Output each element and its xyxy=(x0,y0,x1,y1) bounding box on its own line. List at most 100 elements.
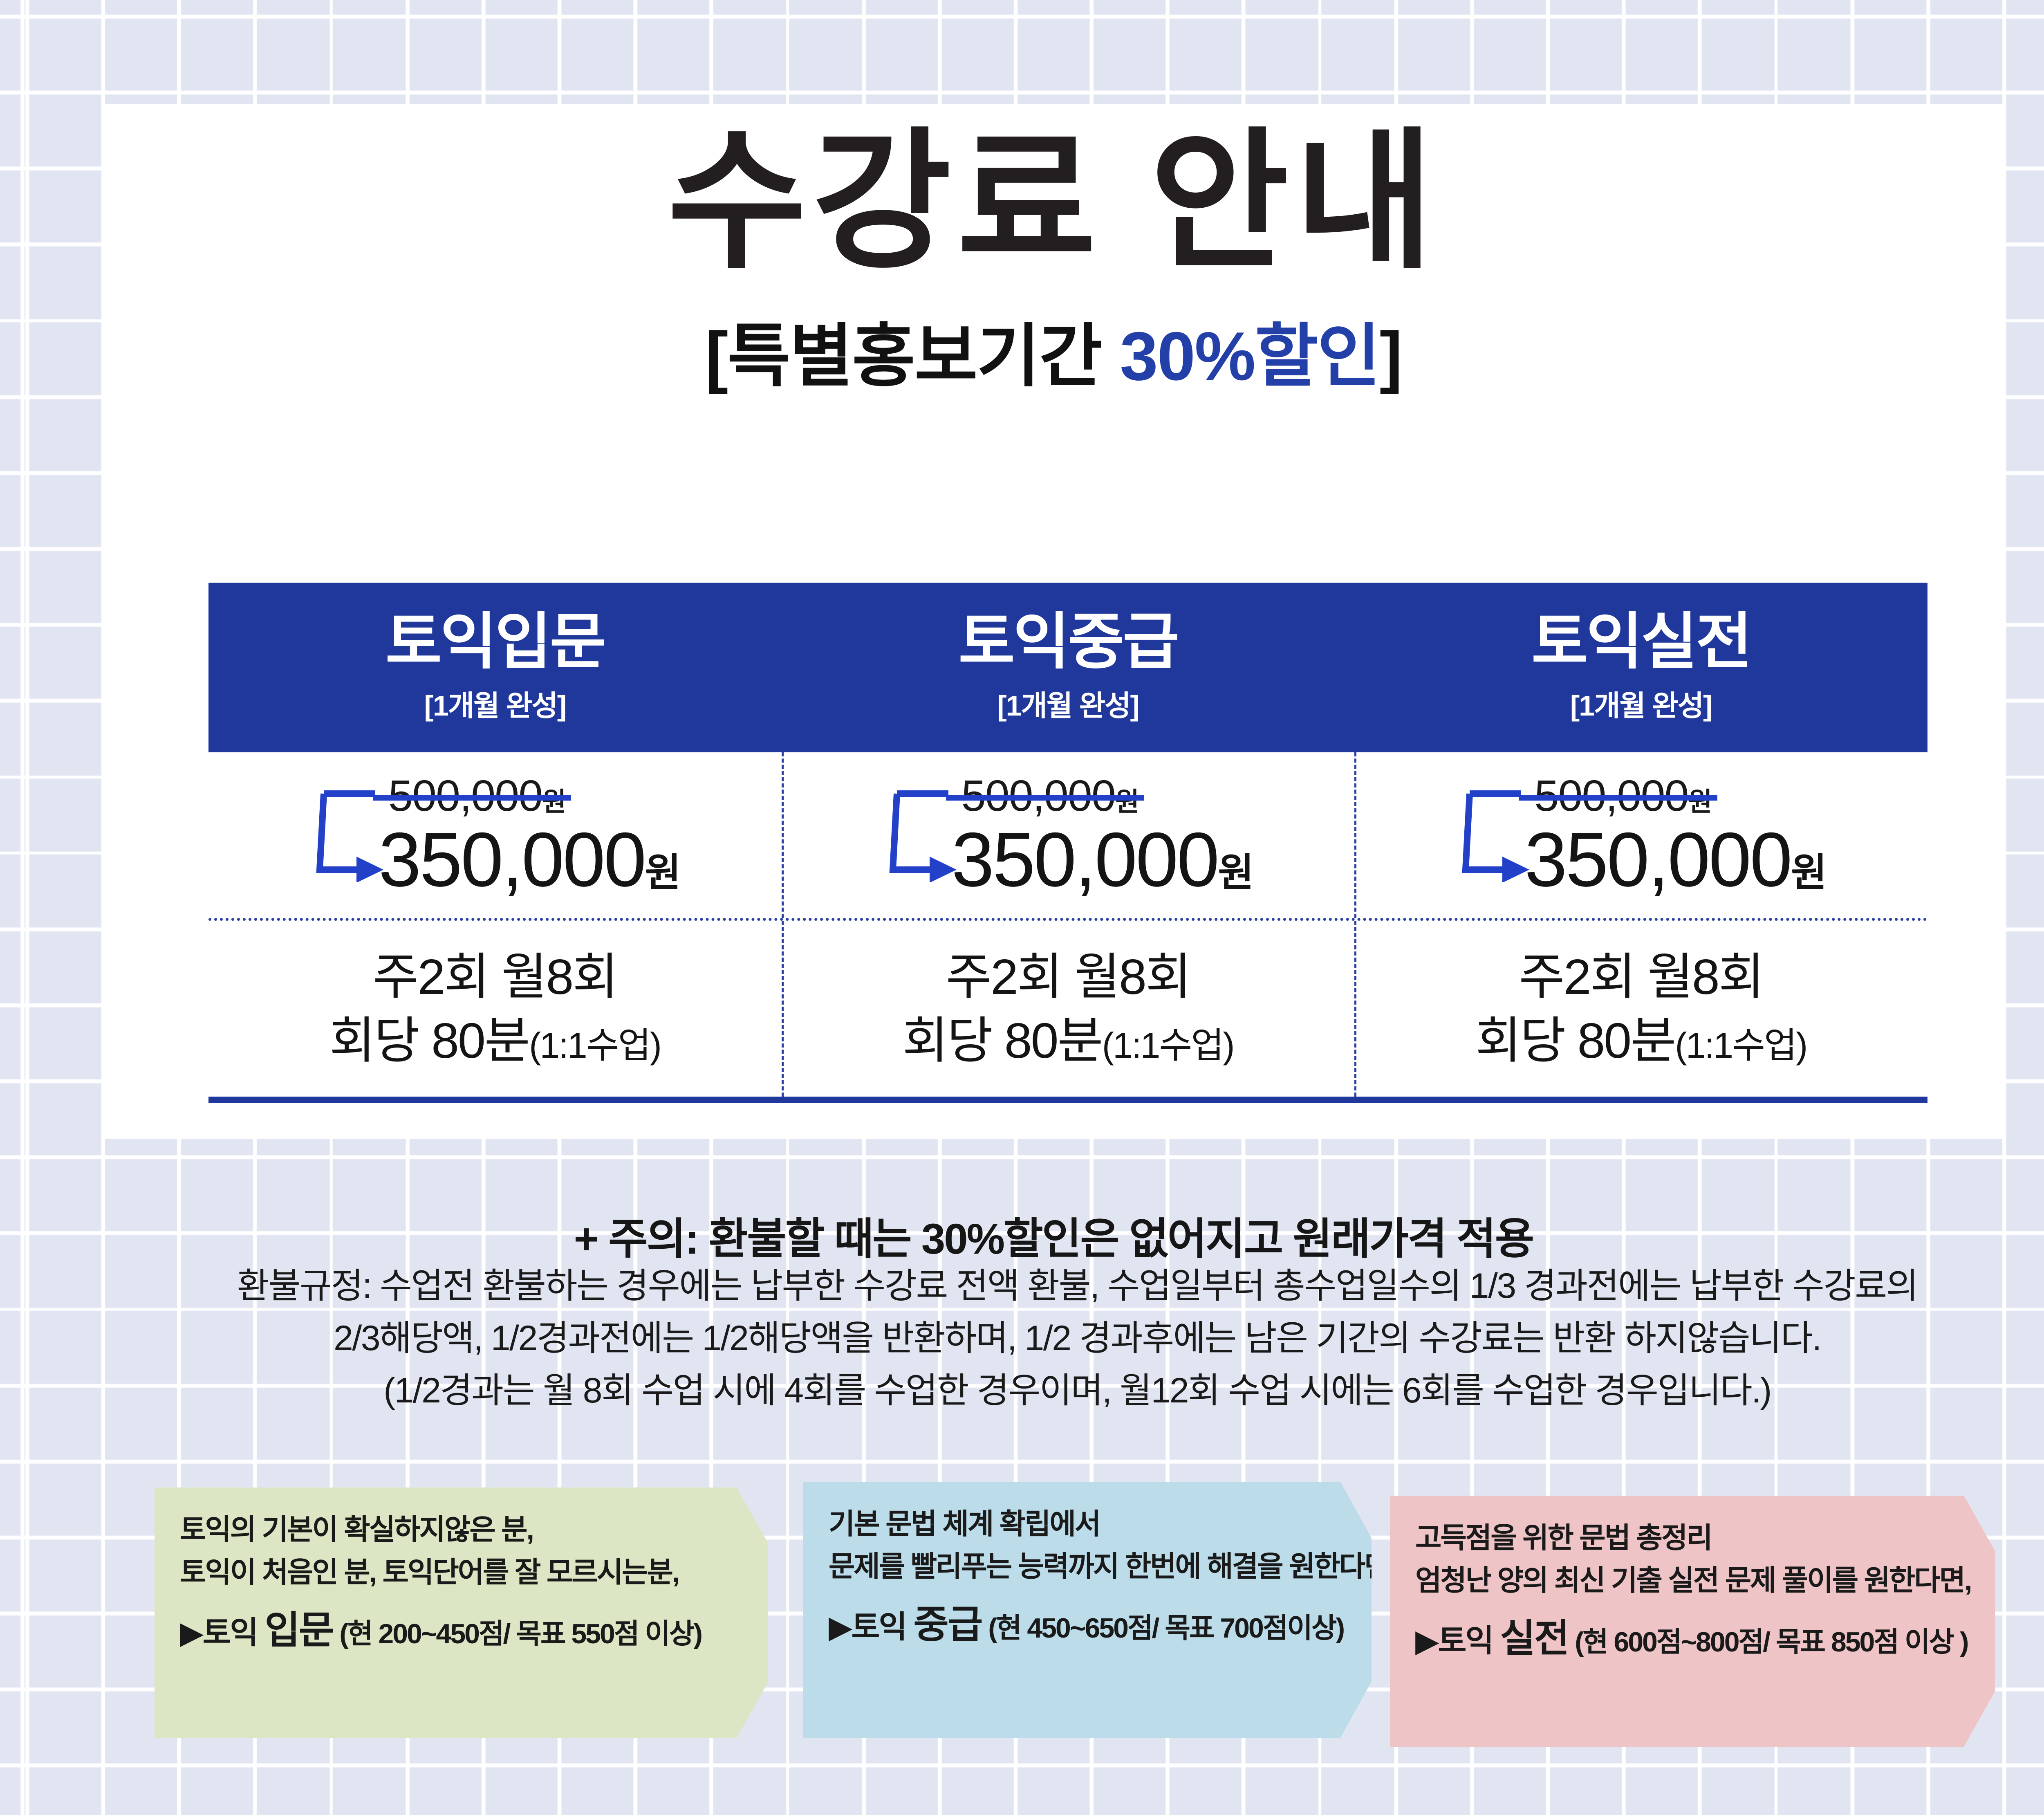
original-price: 500,000원 xyxy=(1519,770,1717,820)
schedule-cell-beginner: 주2회 월8회 회당 80분(1:1수업) xyxy=(208,921,782,1097)
schedule-cell-intermediate: 주2회 월8회 회당 80분(1:1수업) xyxy=(782,921,1355,1097)
level-desc-line2: 토익이 처음인 분, 토익단어를 잘 모르시는분, xyxy=(180,1556,679,1588)
original-price-unit: 원 xyxy=(1688,787,1712,817)
bullet-arrow-icon: ▶ xyxy=(180,1615,203,1651)
bullet-arrow-icon: ▶ xyxy=(829,1610,852,1645)
price-cell-intermediate: 500,000원 350,000원 xyxy=(782,752,1355,918)
schedule-duration: 회당 80분(1:1수업) xyxy=(902,1009,1235,1072)
discounted-price-unit: 원 xyxy=(1218,851,1254,895)
course-header-advanced[interactable]: 토익실전 [1개월 완성] xyxy=(1354,583,1927,752)
original-price-value: 500,000 xyxy=(961,770,1116,820)
course-name: 토익중급 xyxy=(958,607,1179,676)
price-cell-advanced: 500,000원 350,000원 xyxy=(1354,752,1927,918)
course-duration: [1개월 완성] xyxy=(997,690,1140,722)
course-prefix: 토익 xyxy=(202,1615,265,1651)
schedule-row: 주2회 월8회 회당 80분(1:1수업) 주2회 월8회 회당 80분(1:1… xyxy=(208,921,1927,1097)
level-desc-line1: 기본 문법 체계 확립에서 xyxy=(829,1508,1100,1540)
schedule-note: (1:1수업) xyxy=(1675,1025,1808,1066)
course-level: 입문 xyxy=(264,1609,333,1652)
subtitle-prefix: [특별홍보기간 xyxy=(705,317,1120,395)
course-score-range: (현 450~650점/ 목표 700점이상) xyxy=(982,1613,1344,1644)
schedule-cell-advanced: 주2회 월8회 회당 80분(1:1수업) xyxy=(1354,921,1927,1097)
schedule-duration: 회당 80분(1:1수업) xyxy=(1475,1009,1808,1072)
schedule-note: (1:1수업) xyxy=(529,1025,662,1066)
level-course-line: ▶토익 중급 (현 450~650점/ 목표 700점이상) xyxy=(829,1596,1339,1653)
discounted-price-value: 350,000 xyxy=(1524,817,1793,903)
course-name: 토익실전 xyxy=(1531,607,1752,676)
column-divider-1 xyxy=(781,921,784,1097)
original-price-value: 500,000 xyxy=(388,770,543,820)
level-box-beginner[interactable]: 토익의 기본이 확실하지않은 분, 토익이 처음인 분, 토익단어를 잘 모르시… xyxy=(155,1487,768,1738)
refund-policy-block: 환불규정: 수업전 환불하는 경우에는 납부한 수강료 전액 환불, 수업일부터… xyxy=(229,1263,1925,1420)
discounted-price-unit: 원 xyxy=(1791,851,1827,895)
original-price: 500,000원 xyxy=(946,770,1144,820)
column-divider-2 xyxy=(1354,752,1357,918)
course-score-range: (현 600점~800점/ 목표 850점 이상 ) xyxy=(1568,1627,1968,1658)
course-level: 실전 xyxy=(1500,1617,1569,1660)
pricing-table: 토익입문 [1개월 완성] 토익중급 [1개월 완성] 토익실전 [1개월 완성… xyxy=(208,583,1927,1103)
level-box-intermediate[interactable]: 기본 문법 체계 확립에서 문제를 빨리푸는 능력까지 한번에 해결을 원한다면… xyxy=(803,1482,1372,1738)
column-divider-1 xyxy=(781,752,784,918)
discounted-price: 350,000원 xyxy=(379,821,681,898)
level-desc-line2: 엄청난 양의 최신 기출 실전 문제 풀이를 원한다면, xyxy=(1415,1564,1971,1596)
table-header-row: 토익입문 [1개월 완성] 토익중급 [1개월 완성] 토익실전 [1개월 완성… xyxy=(208,583,1927,752)
bullet-arrow-icon: ▶ xyxy=(1415,1624,1438,1659)
refund-policy-line: 2/3해당액, 1/2경과전에는 1/2해당액을 반환하며, 1/2 경과후에는… xyxy=(334,1318,1822,1358)
refund-policy-line: 환불규정: 수업전 환불하는 경우에는 납부한 수강료 전액 환불, 수업일부터… xyxy=(237,1266,1918,1306)
course-score-range: (현 200~450점/ 목표 550점 이상) xyxy=(333,1618,702,1650)
course-header-beginner[interactable]: 토익입문 [1개월 완성] xyxy=(208,583,782,752)
discounted-price: 350,000원 xyxy=(952,821,1254,898)
price-cell-beginner: 500,000원 350,000원 xyxy=(208,752,782,918)
subtitle-suffix: ] xyxy=(1379,317,1403,395)
original-price-value: 500,000 xyxy=(1534,770,1689,820)
page-title: 수강료 안내 xyxy=(667,117,1440,286)
promo-subtitle: [특별홍보기간 30%할인] xyxy=(103,301,2004,400)
refund-notice: + 주의: 환불할 때는 30%할인은 없어지고 원래가격 적용 xyxy=(574,1215,1535,1263)
original-price: 500,000원 xyxy=(372,770,572,820)
course-duration: [1개월 완성] xyxy=(1570,690,1713,722)
course-header-intermediate[interactable]: 토익중급 [1개월 완성] xyxy=(782,583,1355,752)
schedule-duration-text: 회당 80분 xyxy=(902,1013,1103,1068)
original-price-unit: 원 xyxy=(542,787,566,817)
strikethrough-line xyxy=(372,795,572,801)
refund-policy-line: (1/2경과는 월 8회 수업 시에 4회를 수업한 경우이며, 월12회 수업… xyxy=(383,1371,1772,1410)
discounted-price-unit: 원 xyxy=(645,851,681,895)
discount-arrow-icon xyxy=(1462,790,1530,882)
column-divider-2 xyxy=(1354,921,1357,1097)
schedule-frequency: 주2회 월8회 xyxy=(1519,949,1764,1005)
discounted-price: 350,000원 xyxy=(1524,821,1827,898)
level-course-line: ▶토익 실전 (현 600점~800점/ 목표 850점 이상 ) xyxy=(1415,1610,1962,1667)
title-block: 수강료 안내 [특별홍보기간 30%할인] xyxy=(103,117,2004,400)
schedule-duration-text: 회당 80분 xyxy=(1475,1013,1676,1068)
strikethrough-line xyxy=(1519,795,1717,801)
discount-arrow-icon xyxy=(889,790,957,882)
course-level: 중급 xyxy=(913,1603,982,1646)
schedule-duration-text: 회당 80분 xyxy=(329,1013,530,1068)
level-recommendation-boxes: 토익의 기본이 확실하지않은 분, 토익이 처음인 분, 토익단어를 잘 모르시… xyxy=(0,1480,2044,1766)
original-price-unit: 원 xyxy=(1115,787,1139,817)
level-box-advanced[interactable]: 고득점을 위한 문법 총정리 엄청난 양의 최신 기출 실전 문제 풀이를 원한… xyxy=(1390,1496,1995,1747)
strikethrough-line xyxy=(946,795,1144,801)
level-course-line: ▶토익 입문 (현 200~450점/ 목표 550점 이상) xyxy=(180,1602,735,1658)
course-duration: [1개월 완성] xyxy=(424,690,567,722)
schedule-frequency: 주2회 월8회 xyxy=(946,949,1192,1005)
discounted-price-value: 350,000 xyxy=(378,817,647,903)
price-wrap: 500,000원 350,000원 xyxy=(1456,770,1827,898)
table-bottom-rule xyxy=(208,1097,1927,1103)
price-row: 500,000원 350,000원 500,000원 35 xyxy=(208,752,1927,918)
schedule-note: (1:1수업) xyxy=(1102,1025,1235,1066)
schedule-frequency: 주2회 월8회 xyxy=(373,949,619,1005)
price-wrap: 500,000원 350,000원 xyxy=(310,770,681,898)
level-desc-line1: 토익의 기본이 확실하지않은 분, xyxy=(180,1514,533,1546)
discount-arrow-icon xyxy=(316,790,383,882)
discount-highlight: 30%할인 xyxy=(1120,317,1380,395)
schedule-duration: 회당 80분(1:1수업) xyxy=(329,1009,662,1072)
course-prefix: 토익 xyxy=(1438,1624,1500,1659)
discounted-price-value: 350,000 xyxy=(951,817,1220,903)
course-prefix: 토익 xyxy=(851,1610,914,1645)
level-desc-line2: 문제를 빨리푸는 능력까지 한번에 해결을 원한다면, xyxy=(829,1550,1396,1582)
course-name: 토익입문 xyxy=(385,607,606,676)
price-schedule-divider xyxy=(208,918,1927,921)
price-wrap: 500,000원 350,000원 xyxy=(883,770,1254,898)
level-desc-line1: 고득점을 위한 문법 총정리 xyxy=(1415,1522,1712,1554)
